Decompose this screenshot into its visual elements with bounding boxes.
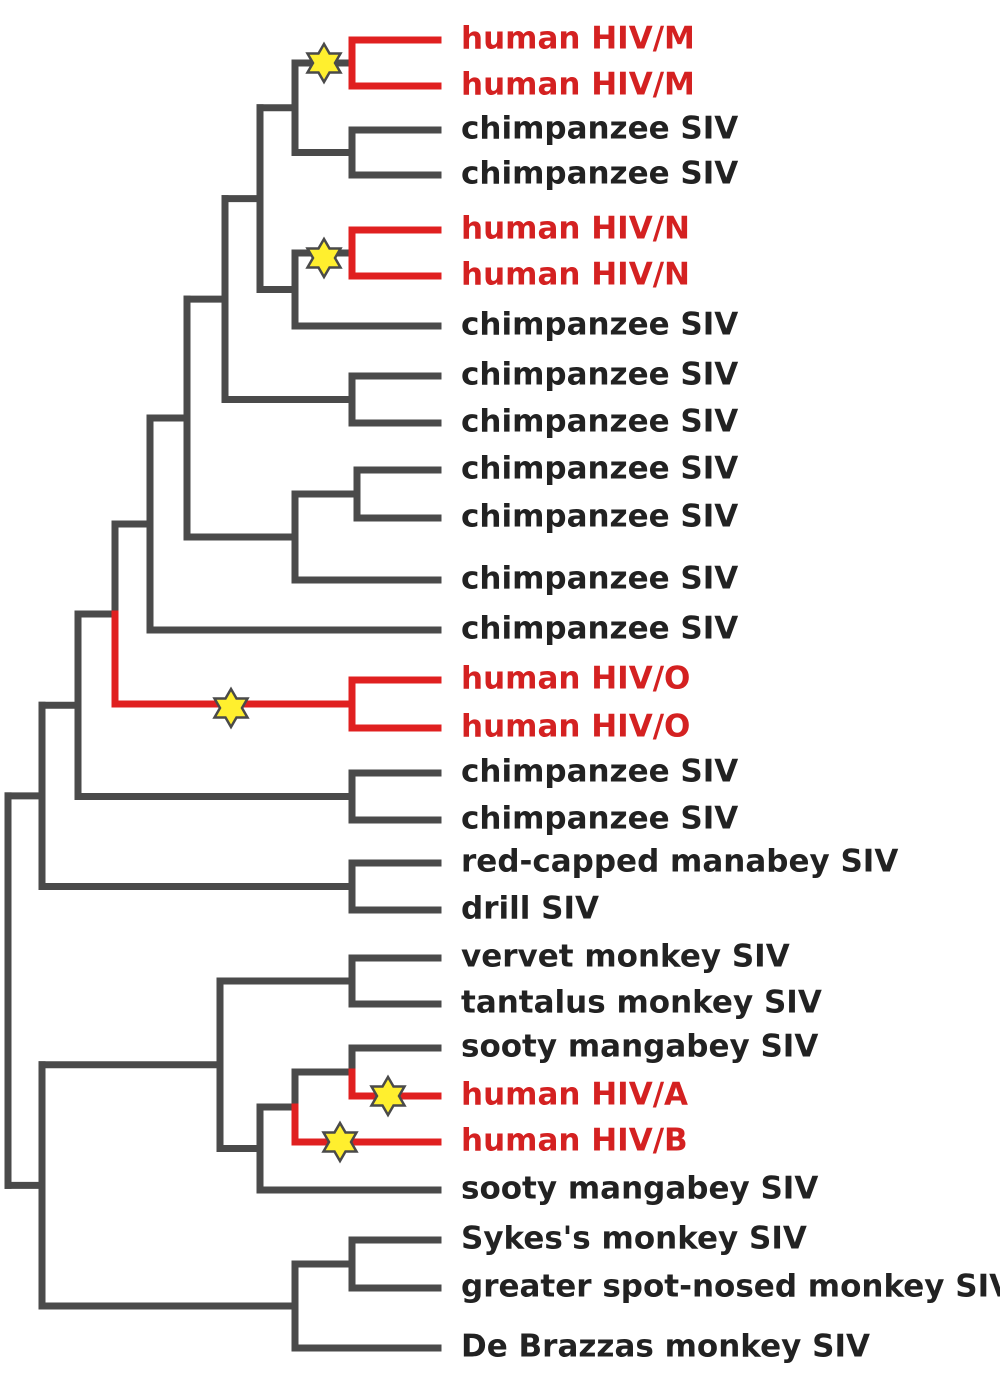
leaf-label: tantalus monkey SIV <box>461 985 822 1021</box>
star-icon <box>212 686 250 730</box>
leaf-label: chimpanzee SIV <box>461 801 738 837</box>
leaf-label: chimpanzee SIV <box>461 499 738 535</box>
star-icon <box>369 1074 407 1118</box>
leaf-label: human HIV/N <box>461 211 690 247</box>
leaf-label: chimpanzee SIV <box>461 156 738 192</box>
leaf-label: sooty mangabey SIV <box>461 1171 818 1207</box>
leaf-label: human HIV/M <box>461 21 695 57</box>
leaf-label: sooty mangabey SIV <box>461 1029 818 1065</box>
leaf-labels: human HIV/M human HIV/M chimpanzee SIV chim… <box>461 21 1000 1365</box>
leaf-label: drill SIV <box>461 891 599 927</box>
leaf-label: human HIV/A <box>461 1077 688 1113</box>
leaf-label: Sykes's monkey SIV <box>461 1221 807 1257</box>
transmission-markers <box>212 41 407 1164</box>
leaf-label: chimpanzee SIV <box>461 754 738 790</box>
tree-branches <box>4 36 442 1352</box>
leaf-label: chimpanzee SIV <box>461 307 738 343</box>
leaf-label: chimpanzee SIV <box>461 111 738 147</box>
leaf-label: chimpanzee SIV <box>461 611 738 647</box>
leaf-label: chimpanzee SIV <box>461 561 738 597</box>
leaf-label: chimpanzee SIV <box>461 451 738 487</box>
leaf-label: human HIV/O <box>461 709 690 745</box>
leaf-label: chimpanzee SIV <box>461 404 738 440</box>
leaf-label: vervet monkey SIV <box>461 939 790 975</box>
leaf-label: human HIV/B <box>461 1123 688 1159</box>
leaf-label: chimpanzee SIV <box>461 357 738 393</box>
leaf-label: human HIV/N <box>461 257 690 293</box>
star-icon <box>305 236 343 280</box>
star-icon <box>305 41 343 85</box>
leaf-label: human HIV/O <box>461 661 690 697</box>
leaf-label: human HIV/M <box>461 67 695 103</box>
leaf-label: greater spot-nosed monkey SIV <box>461 1269 1000 1305</box>
star-icon <box>321 1120 359 1164</box>
leaf-label: red-capped manabey SIV <box>461 844 898 880</box>
leaf-label: De Brazzas monkey SIV <box>461 1329 870 1365</box>
